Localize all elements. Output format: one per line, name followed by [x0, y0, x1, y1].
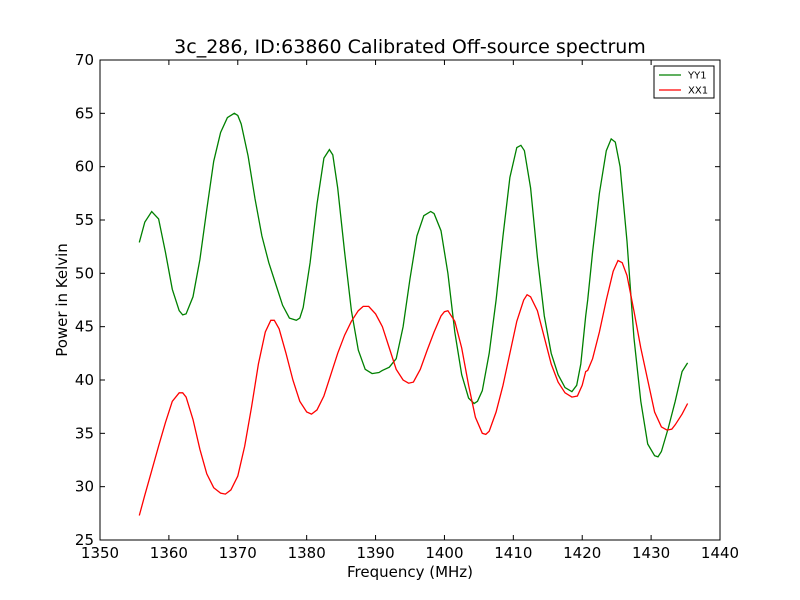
x-tick-label: 1390 — [356, 544, 394, 562]
y-tick-label: 40 — [75, 371, 94, 389]
x-tick-label: 1430 — [632, 544, 670, 562]
series-line-yy1 — [138, 112, 689, 458]
y-axis-label: Power in Kelvin — [53, 243, 71, 357]
series-layer — [138, 112, 689, 516]
x-tick-label: 1350 — [81, 544, 119, 562]
x-tick-label: 1370 — [219, 544, 257, 562]
x-tick-label: 1410 — [494, 544, 532, 562]
y-tick-label: 65 — [75, 104, 94, 122]
y-tick-label: 30 — [75, 478, 94, 496]
plot-frame — [99, 59, 721, 541]
x-axis-label: Frequency (MHz) — [347, 563, 473, 581]
y-tick-label: 25 — [75, 531, 94, 549]
y-tick-label: 50 — [75, 264, 94, 282]
y-tick-label: 60 — [75, 158, 94, 176]
legend-box — [653, 65, 715, 99]
x-tick-label: 1440 — [701, 544, 739, 562]
x-tick-label: 1420 — [563, 544, 601, 562]
legend-label-xx1: XX1 — [688, 86, 708, 97]
x-tick-label: 1360 — [150, 544, 188, 562]
y-axis: 25 30 35 40 45 50 55 60 65 70 — [75, 51, 720, 549]
x-axis: 1350 1360 1370 1380 1390 1400 1410 1420 1430 1440 — [81, 60, 739, 562]
y-tick-label: 35 — [75, 424, 94, 442]
chart-title: 3c_286, ID:63860 Calibrated Off-source s… — [174, 36, 646, 58]
y-tick-label: 55 — [75, 211, 94, 229]
y-tick-label: 45 — [75, 318, 94, 336]
x-tick-label: 1380 — [288, 544, 326, 562]
x-tick-label: 1400 — [425, 544, 463, 562]
y-tick-label: 70 — [75, 51, 94, 69]
series-line-xx1 — [138, 259, 689, 516]
legend-label-yy1: YY1 — [687, 71, 707, 82]
